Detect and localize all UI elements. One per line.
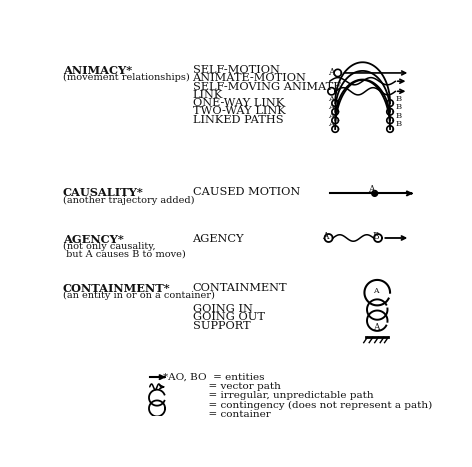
Text: CAUSALITY*: CAUSALITY* [63, 187, 143, 198]
Text: A: A [373, 287, 379, 295]
Text: AGENCY*: AGENCY* [63, 234, 123, 245]
Text: = vector path: = vector path [163, 382, 281, 391]
Text: A: A [322, 232, 329, 241]
Text: CAUSED MOTION: CAUSED MOTION [193, 187, 300, 197]
Text: A: A [368, 185, 375, 194]
Text: B: B [396, 112, 402, 120]
Text: GOING IN: GOING IN [193, 304, 253, 314]
Text: AGENCY: AGENCY [193, 234, 244, 244]
Text: (not only causality,: (not only causality, [63, 242, 155, 251]
Text: A: A [328, 94, 334, 103]
Text: ANIMATE-MOTION: ANIMATE-MOTION [193, 73, 306, 83]
Text: *AO, BO  = entities: *AO, BO = entities [163, 373, 265, 382]
Text: CONTAINMENT: CONTAINMENT [193, 283, 287, 293]
Text: SELF-MOVING ANIMATE: SELF-MOVING ANIMATE [193, 82, 341, 92]
Text: (movement relationships): (movement relationships) [63, 73, 189, 82]
Text: A: A [373, 323, 380, 332]
Text: LINKED PATHS: LINKED PATHS [193, 115, 283, 125]
Text: SELF-MOTION: SELF-MOTION [193, 65, 279, 75]
Text: A: A [328, 120, 334, 128]
Text: (an entity in or on a container): (an entity in or on a container) [63, 291, 215, 300]
Text: LINK: LINK [193, 90, 223, 100]
Text: CONTAINMENT*: CONTAINMENT* [63, 283, 170, 294]
Text: but A causes B to move): but A causes B to move) [63, 249, 185, 259]
Text: (another trajectory added): (another trajectory added) [63, 196, 194, 205]
Text: A: A [328, 68, 334, 77]
Text: A: A [328, 112, 334, 120]
Text: TWO-WAY LINK: TWO-WAY LINK [193, 106, 285, 116]
Text: B: B [396, 94, 402, 103]
Text: ONE-WAY LINK: ONE-WAY LINK [193, 98, 284, 108]
Text: SUPPORT: SUPPORT [193, 321, 250, 331]
Text: = contingency (does not represent a path): = contingency (does not represent a path… [163, 401, 432, 410]
Text: B: B [396, 103, 402, 111]
Text: = irregular, unpredictable path: = irregular, unpredictable path [163, 391, 374, 400]
Text: = container: = container [163, 410, 271, 419]
Text: ANIMACY*: ANIMACY* [63, 65, 132, 76]
Polygon shape [372, 191, 378, 196]
Text: GOING OUT: GOING OUT [193, 312, 264, 322]
Text: B: B [373, 232, 379, 241]
Text: A: A [328, 103, 334, 111]
Text: B: B [396, 120, 402, 128]
